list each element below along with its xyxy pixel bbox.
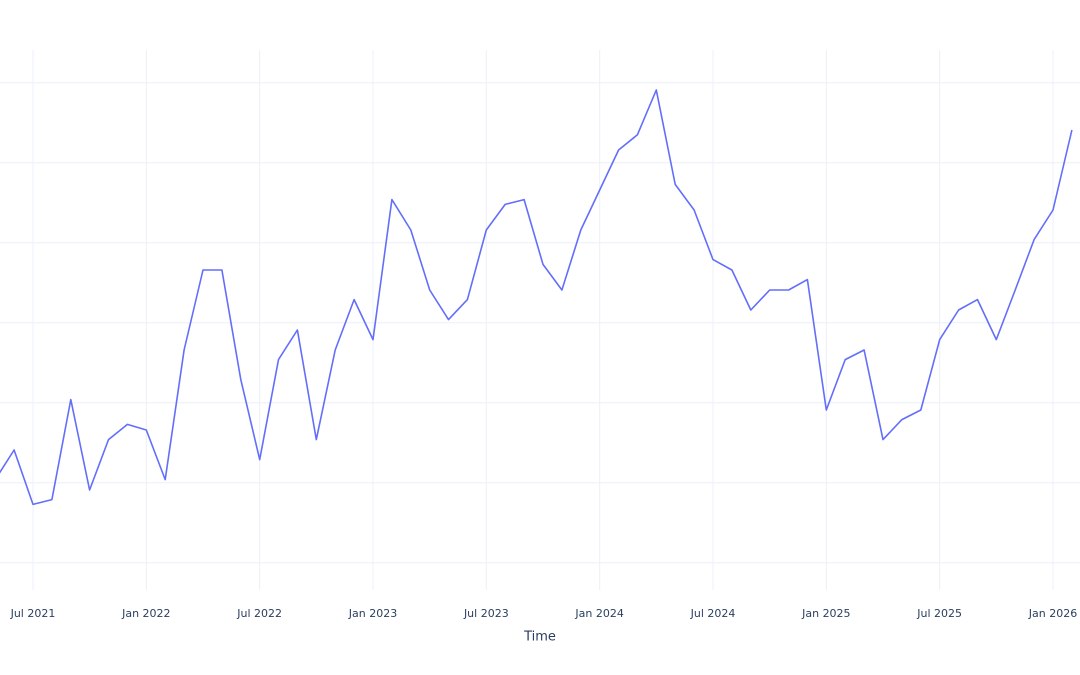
line-series [0, 89, 1073, 506]
x-tick-label: Jan 2023 [348, 607, 397, 620]
x-tick-label: Jul 2021 [10, 607, 56, 620]
x-tick-label: Jan 2025 [801, 607, 850, 620]
x-tick-label: Jul 2025 [916, 607, 962, 620]
x-tick-label: Jul 2023 [463, 607, 509, 620]
x-axis-title: Time [523, 630, 556, 645]
x-tick-label: Jan 2022 [121, 607, 170, 620]
x-tick-label: Jul 2024 [690, 607, 736, 620]
x-tick-label: Jul 2022 [236, 607, 282, 620]
x-tick-label: Jan 2026 [1028, 607, 1077, 620]
x-tick-label: Jan 2024 [574, 607, 623, 620]
